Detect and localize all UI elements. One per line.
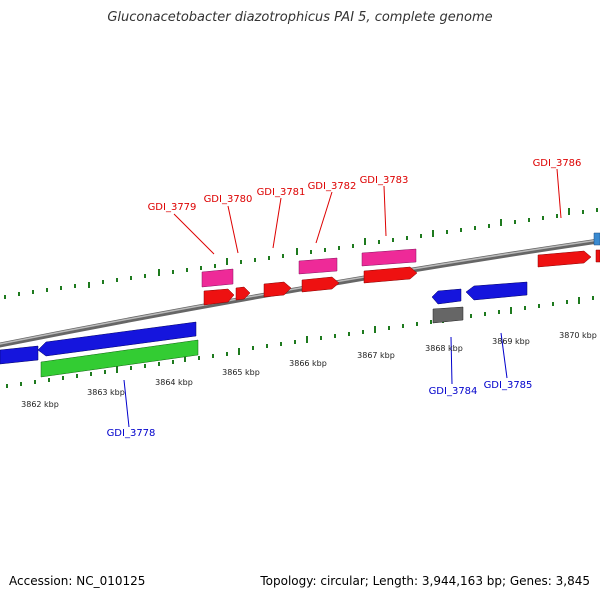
axis-label: 3863 kbp — [87, 388, 125, 397]
gene-3784[interactable] — [431, 288, 462, 305]
genome-backbone — [0, 238, 600, 348]
accession-text: Accession: NC_010125 — [9, 574, 146, 588]
gene-label[interactable]: GDI_3786 — [533, 158, 582, 169]
gene-label[interactable]: GDI_3780 — [204, 194, 253, 205]
gene-rna-3783[interactable] — [361, 248, 417, 267]
gene-3783[interactable] — [363, 266, 418, 284]
axis-label: 3870 kbp — [559, 331, 597, 340]
map-title: Gluconacetobacter diazotrophicus PAI 5, … — [107, 10, 493, 25]
axis-label: 3868 kbp — [425, 344, 463, 353]
gene-rna-3779[interactable] — [201, 268, 234, 288]
axis-label: 3865 kbp — [222, 368, 260, 377]
gene-left-partial[interactable] — [0, 345, 39, 365]
axis-label: 3867 kbp — [357, 351, 395, 360]
topology-text: Topology: circular; Length: 3,944,163 bp… — [260, 574, 590, 588]
gene-label[interactable]: GDI_3785 — [484, 380, 533, 391]
gene-label[interactable]: GDI_3778 — [107, 428, 156, 439]
gene-rna-3782[interactable] — [298, 257, 338, 275]
gene-pseudo-3784[interactable] — [432, 306, 464, 324]
axis-labels: 3862 kbp 3863 kbp 3864 kbp 3865 kbp 3866… — [21, 331, 597, 409]
reverse-gene-labels: GDI_3778 GDI_3784 GDI_3785 — [107, 380, 533, 439]
gene-3779[interactable] — [203, 288, 235, 306]
reverse-features — [0, 281, 528, 378]
axis-label: 3866 kbp — [289, 359, 327, 368]
gene-3785[interactable] — [465, 281, 528, 301]
feature-other-partial[interactable] — [593, 232, 600, 246]
label-leaders — [123, 168, 562, 428]
gene-rna-3778[interactable] — [40, 339, 199, 378]
gene-label[interactable]: GDI_3784 — [429, 386, 478, 397]
inner-tick-track — [6, 296, 594, 388]
gene-3786[interactable] — [537, 250, 592, 268]
axis-label: 3862 kbp — [21, 400, 59, 409]
gene-label[interactable]: GDI_3782 — [308, 181, 357, 192]
axis-label: 3869 kbp — [492, 337, 530, 346]
forward-features — [201, 232, 600, 306]
gene-3780[interactable] — [235, 286, 251, 301]
outer-tick-track — [4, 208, 598, 299]
gene-3781[interactable] — [263, 281, 292, 298]
gene-label[interactable]: GDI_3781 — [257, 187, 306, 198]
gene-label[interactable]: GDI_3783 — [360, 175, 409, 186]
axis-label: 3864 kbp — [155, 378, 193, 387]
gene-3782[interactable] — [301, 276, 340, 293]
gene-label[interactable]: GDI_3779 — [148, 202, 197, 213]
gene-3787-partial[interactable] — [595, 249, 600, 263]
gene-3778[interactable] — [37, 321, 197, 357]
forward-gene-labels: GDI_3779 GDI_3780 GDI_3781 GDI_3782 GDI_… — [148, 158, 582, 213]
